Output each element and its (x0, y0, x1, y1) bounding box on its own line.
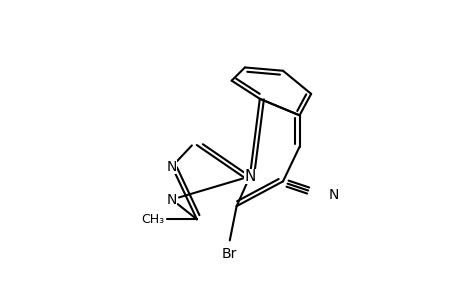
Text: CH₃: CH₃ (141, 213, 164, 226)
Text: N: N (167, 160, 177, 173)
Text: N: N (328, 188, 338, 202)
Text: N: N (244, 169, 255, 184)
Text: Br: Br (222, 247, 237, 261)
Text: N: N (167, 193, 177, 206)
